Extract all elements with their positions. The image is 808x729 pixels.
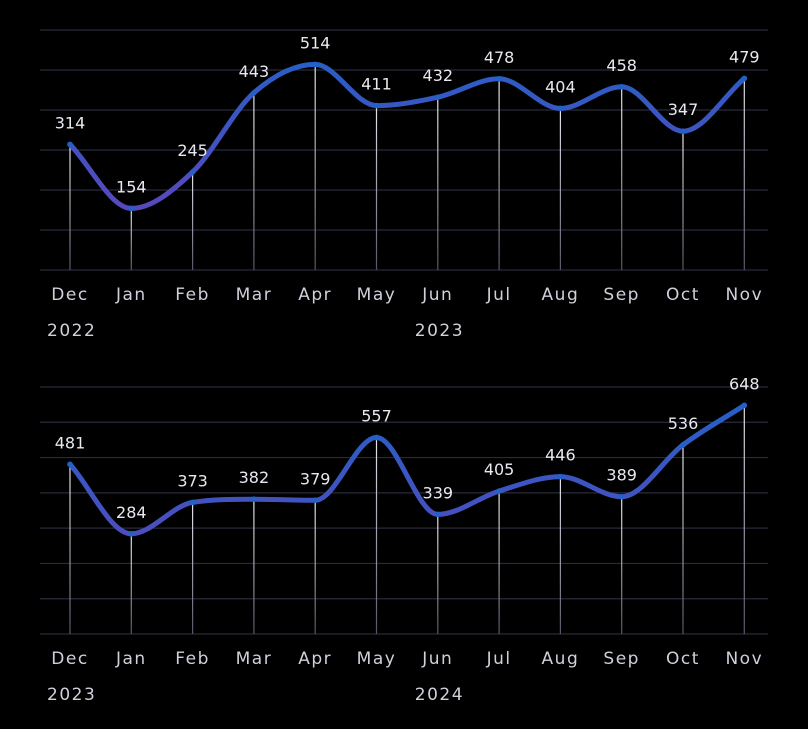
x-tick-label: Mar	[236, 649, 273, 669]
data-point	[128, 205, 135, 212]
data-label: 557	[361, 406, 392, 425]
data-point	[312, 61, 319, 68]
data-label: 373	[177, 471, 208, 490]
data-label: 443	[239, 62, 270, 81]
x-tick-label: Aug	[542, 649, 580, 669]
data-label: 154	[116, 177, 147, 196]
x-tick-label: Oct	[666, 649, 700, 669]
x-tick-label: Oct	[666, 285, 700, 305]
series-line	[67, 61, 747, 211]
x-tick-label: Jul	[486, 649, 512, 669]
x-tick-label: Apr	[298, 649, 332, 669]
data-point	[312, 497, 319, 504]
data-label: 284	[116, 503, 147, 522]
x-tick-label: Jul	[486, 285, 512, 305]
x-tick-label: Mar	[236, 285, 273, 305]
x-tick-label: Jun	[421, 649, 453, 669]
data-label: 404	[545, 77, 576, 96]
x-tick-label: Jun	[421, 285, 453, 305]
data-point	[618, 84, 625, 90]
data-point	[435, 511, 441, 518]
x-tick-label: Jan	[115, 285, 147, 305]
data-point	[741, 402, 748, 409]
data-label: 339	[423, 483, 454, 502]
data-label: 536	[668, 414, 699, 433]
x-tick-label: Feb	[175, 285, 210, 305]
x-tick-label: May	[357, 649, 397, 669]
chart-2022-2023: 314 154 245 443 514 411 432 478 404 458 347 479 Dec J…	[40, 29, 768, 341]
series-line	[67, 402, 747, 537]
year-label: 2023	[415, 321, 464, 341]
data-point	[189, 499, 196, 506]
data-point	[251, 90, 257, 96]
x-tick-label: Sep	[603, 649, 640, 669]
data-point	[680, 442, 686, 448]
year-label: 2024	[415, 685, 464, 705]
data-point	[557, 473, 564, 480]
data-point	[496, 488, 502, 494]
data-label: 481	[55, 433, 86, 452]
data-label: 382	[239, 468, 270, 487]
year-label: 2022	[47, 321, 96, 341]
x-tick-label: Nov	[725, 285, 763, 305]
data-point	[373, 102, 380, 109]
x-tick-label: May	[357, 285, 397, 305]
data-point	[435, 94, 441, 100]
data-label: 347	[668, 100, 699, 119]
data-point	[680, 128, 686, 134]
x-tick-label: Sep	[603, 285, 640, 305]
data-label: 405	[484, 460, 515, 479]
data-label: 314	[55, 113, 86, 132]
data-label: 432	[423, 66, 454, 85]
data-point	[741, 75, 748, 82]
x-tick-label: Dec	[51, 285, 88, 305]
data-label: 411	[361, 75, 392, 94]
x-tick-label: Feb	[175, 649, 210, 669]
data-point	[128, 530, 135, 537]
data-point	[189, 169, 196, 175]
data-label: 514	[300, 33, 331, 52]
data-label: 389	[606, 466, 637, 485]
data-point	[496, 76, 502, 82]
x-tick-label: Dec	[51, 649, 88, 669]
data-point	[67, 461, 73, 468]
x-tick-label: Nov	[725, 649, 763, 669]
data-label: 648	[729, 374, 760, 393]
data-label: 446	[545, 446, 576, 465]
x-tick-label: Aug	[542, 285, 580, 305]
data-point	[373, 434, 380, 441]
data-point	[618, 493, 625, 500]
x-tick-label: Jan	[115, 649, 147, 669]
year-label: 2023	[47, 685, 96, 705]
data-label: 245	[177, 141, 208, 160]
x-tick-label: Apr	[298, 285, 332, 305]
data-label: 479	[729, 47, 760, 66]
chart-2023-2024: 481 284 373 382 379 557 339 405 446 389 536 648 Dec J…	[40, 374, 768, 705]
data-label: 478	[484, 48, 515, 67]
data-point	[251, 496, 257, 503]
data-label: 379	[300, 469, 331, 488]
data-point	[557, 105, 564, 112]
data-label: 458	[606, 56, 637, 75]
data-point	[67, 141, 73, 148]
